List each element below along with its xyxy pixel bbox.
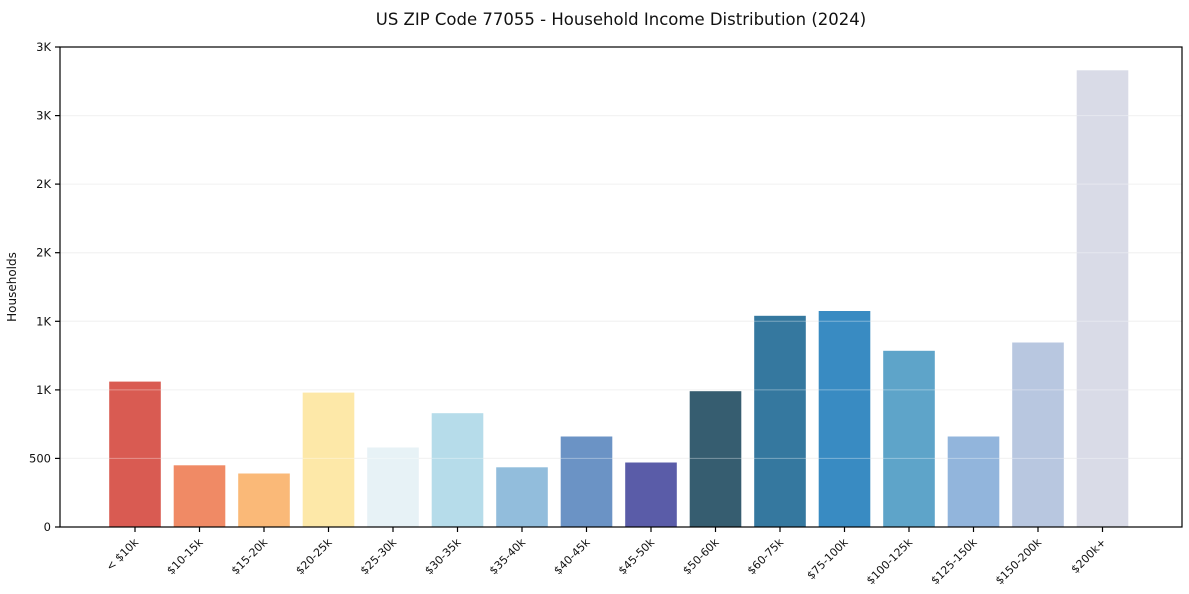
bar-13 [883,350,935,527]
x-tick-label-4: $20-25k [293,535,335,577]
x-tick-label-10: $50-60k [680,535,722,577]
y-tick-label-3: 1K [36,314,51,328]
bar-10 [689,391,742,527]
y-axis-label: Households [5,252,19,322]
x-tick-label-6: $30-35k [422,535,464,577]
bar-4 [302,392,355,527]
y-tick-label-6: 3K [36,109,51,123]
bar-16 [1076,70,1129,528]
bar-2 [173,465,226,527]
bar-12 [818,311,871,527]
x-tick-label-11: $60-75k [745,535,787,577]
x-tick-label-5: $25-30k [358,535,400,577]
x-tick-label-1: < $10k [104,535,142,573]
bar-5 [367,447,419,527]
bar-1 [109,381,161,527]
chart-title: US ZIP Code 77055 - Household Income Dis… [376,10,866,29]
x-tick-label-12: $75-100k [804,535,851,582]
bar-3 [238,473,290,527]
x-tick-label-14: $125-150k [928,535,980,587]
x-tick-label-15: $150-200k [993,535,1045,587]
x-tick-label-3: $15-20k [229,535,271,577]
bar-15 [1012,342,1064,527]
y-tick-label-4: 2K [36,246,51,260]
x-tick-label-7: $35-40k [487,535,529,577]
y-tick-label-7: 3K [36,40,51,54]
x-tick-label-8: $40-45k [551,535,593,577]
bar-11 [754,315,806,527]
y-tick-label-5: 2K [36,177,51,191]
y-tick-label-0: 0 [44,520,51,534]
y-tick-label-1: 500 [29,451,51,465]
bar-7 [496,467,548,527]
bar-6 [431,413,484,527]
bar-9 [625,462,677,527]
x-tick-label-13: $100-125k [864,535,916,587]
x-tick-label-9: $45-50k [616,535,658,577]
bar-8 [560,436,613,527]
x-tick-label-2: $10-15k [164,535,206,577]
bar-14 [947,436,1000,527]
plot-border [59,46,1183,528]
x-tick-label-16: $200k+ [1069,536,1109,576]
y-tick-label-2: 1K [36,383,51,397]
